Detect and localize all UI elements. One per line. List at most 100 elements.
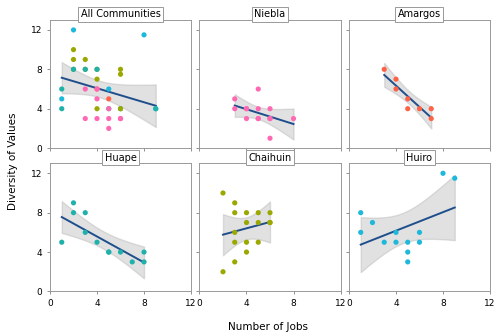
Point [105, 86, 113, 92]
Point [70, 67, 78, 72]
Point [254, 210, 262, 215]
Point [70, 210, 78, 215]
Point [128, 259, 136, 265]
Point [105, 249, 113, 255]
Point [93, 96, 101, 102]
Point [254, 116, 262, 121]
Point [254, 220, 262, 225]
Point [416, 230, 424, 235]
Point [82, 86, 90, 92]
Text: Diversity of Values: Diversity of Values [8, 112, 18, 210]
Point [58, 86, 66, 92]
Point [392, 230, 400, 235]
Point [242, 249, 250, 255]
Point [116, 116, 124, 121]
Point [404, 240, 411, 245]
Point [242, 116, 250, 121]
Point [230, 200, 238, 205]
Point [242, 106, 250, 112]
Point [105, 249, 113, 255]
Point [116, 116, 124, 121]
Point [82, 210, 90, 215]
Point [230, 259, 238, 265]
Point [254, 106, 262, 112]
Point [93, 86, 101, 92]
Point [58, 96, 66, 102]
Point [380, 240, 388, 245]
Point [230, 96, 238, 102]
Point [356, 210, 364, 215]
Point [254, 240, 262, 245]
Point [290, 116, 298, 121]
Point [356, 230, 364, 235]
Point [82, 116, 90, 121]
Point [254, 86, 262, 92]
Point [105, 106, 113, 112]
Point [380, 67, 388, 72]
Point [58, 106, 66, 112]
Point [404, 249, 411, 255]
Point [93, 67, 101, 72]
Point [70, 200, 78, 205]
Point [219, 190, 227, 196]
Point [116, 106, 124, 112]
Point [105, 96, 113, 102]
Point [116, 67, 124, 72]
Title: Huiro: Huiro [406, 153, 432, 163]
Point [93, 116, 101, 121]
Point [266, 220, 274, 225]
Point [266, 210, 274, 215]
Title: Chaihuin: Chaihuin [248, 153, 292, 163]
Title: Huape: Huape [104, 153, 136, 163]
Point [70, 27, 78, 32]
Point [254, 116, 262, 121]
Title: All Communities: All Communities [80, 9, 160, 19]
Point [242, 220, 250, 225]
Point [82, 67, 90, 72]
Point [416, 240, 424, 245]
Point [93, 106, 101, 112]
Point [242, 106, 250, 112]
Point [230, 106, 238, 112]
Point [266, 220, 274, 225]
Title: Niebla: Niebla [254, 9, 286, 19]
Point [242, 210, 250, 215]
Point [82, 57, 90, 62]
Point [82, 67, 90, 72]
Point [70, 47, 78, 52]
Point [230, 240, 238, 245]
Point [140, 259, 148, 265]
Point [427, 106, 435, 112]
Point [152, 106, 160, 112]
Point [230, 230, 238, 235]
Point [93, 240, 101, 245]
Point [392, 76, 400, 82]
Point [58, 240, 66, 245]
Point [404, 106, 411, 112]
Point [439, 171, 447, 176]
Point [140, 32, 148, 38]
Point [266, 136, 274, 141]
Point [70, 67, 78, 72]
Point [219, 269, 227, 274]
Point [266, 116, 274, 121]
Text: Number of Jobs: Number of Jobs [228, 322, 308, 332]
Point [242, 240, 250, 245]
Point [70, 57, 78, 62]
Point [105, 106, 113, 112]
Point [93, 76, 101, 82]
Point [392, 240, 400, 245]
Point [140, 249, 148, 255]
Point [230, 210, 238, 215]
Point [116, 72, 124, 77]
Point [427, 116, 435, 121]
Point [116, 249, 124, 255]
Point [368, 220, 376, 225]
Point [93, 86, 101, 92]
Point [152, 106, 160, 112]
Point [416, 106, 424, 112]
Point [105, 126, 113, 131]
Point [404, 259, 411, 265]
Point [105, 116, 113, 121]
Title: Amargos: Amargos [398, 9, 441, 19]
